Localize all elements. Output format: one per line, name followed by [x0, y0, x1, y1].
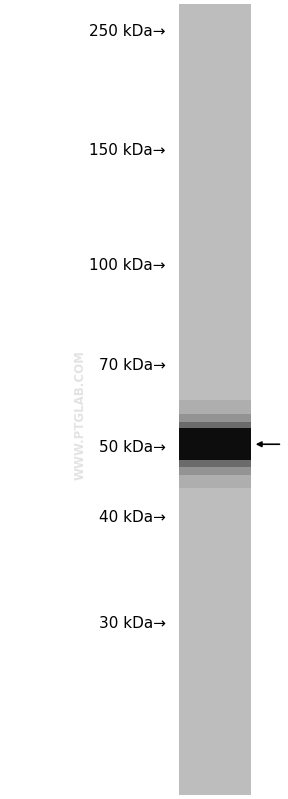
Text: 100 kDa→: 100 kDa→ [89, 258, 166, 272]
Bar [179, 414, 251, 475]
Bar [179, 4, 251, 795]
Text: 150 kDa→: 150 kDa→ [89, 143, 166, 157]
Text: 30 kDa→: 30 kDa→ [98, 616, 166, 630]
Bar [179, 428, 251, 460]
Bar [179, 400, 251, 488]
Bar [179, 422, 251, 467]
Text: 40 kDa→: 40 kDa→ [99, 511, 166, 525]
Text: WWW.PTGLAB.COM: WWW.PTGLAB.COM [74, 351, 87, 480]
Text: 250 kDa→: 250 kDa→ [89, 25, 166, 39]
Text: 50 kDa→: 50 kDa→ [99, 440, 166, 455]
Text: 70 kDa→: 70 kDa→ [99, 359, 166, 373]
